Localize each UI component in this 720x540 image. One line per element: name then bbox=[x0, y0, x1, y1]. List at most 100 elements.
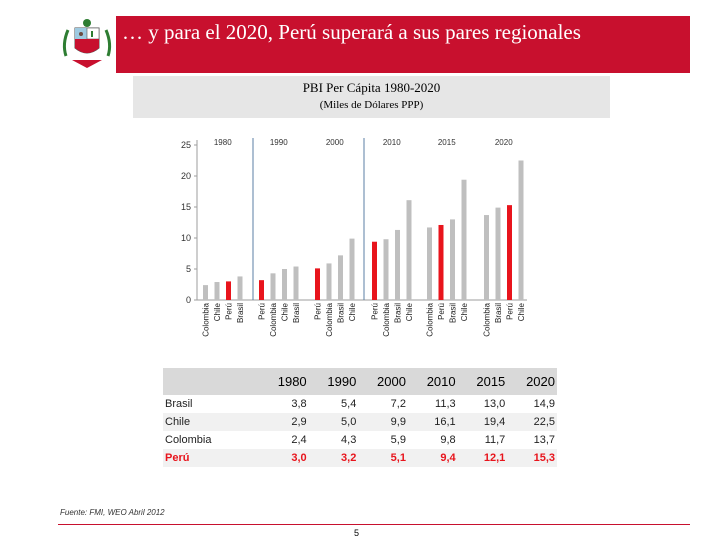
title-banner bbox=[58, 16, 690, 73]
bar-category-label: Brasil bbox=[449, 303, 458, 323]
bar-category-label: Colombia bbox=[483, 302, 492, 336]
bar-category-label: Chile bbox=[348, 302, 357, 321]
table-cell: 11,3 bbox=[407, 395, 458, 413]
table-header-row: 1980 1990 2000 2010 2015 2020 bbox=[163, 368, 557, 395]
table-cell: 11,7 bbox=[457, 431, 508, 449]
table-header-cell: 2000 bbox=[358, 368, 408, 395]
y-tick-label: 0 bbox=[186, 295, 191, 305]
table-cell: Chile bbox=[163, 413, 259, 431]
bar bbox=[461, 179, 467, 300]
bar bbox=[383, 239, 389, 300]
table-cell: Brasil bbox=[163, 395, 259, 413]
table-header-cell: 1980 bbox=[259, 368, 309, 395]
table-cell: 9,8 bbox=[407, 431, 458, 449]
y-tick-label: 25 bbox=[181, 140, 191, 150]
y-tick-label: 20 bbox=[181, 171, 191, 181]
bar-category-label: Brasil bbox=[292, 303, 301, 323]
table-row-peru: Perú 3,0 3,2 5,1 9,4 12,1 15,3 bbox=[163, 449, 557, 467]
slide-title: … y para el 2020, Perú superará a sus pa… bbox=[122, 20, 581, 44]
table-row-colombia: Colombia 2,4 4,3 5,9 9,8 11,7 13,7 bbox=[163, 431, 557, 449]
bar-category-label: Colombia bbox=[382, 302, 391, 336]
table-cell: 5,4 bbox=[308, 395, 359, 413]
bar-category-label: Perú bbox=[225, 303, 234, 320]
bar bbox=[438, 224, 444, 300]
bar-category-label: Chile bbox=[460, 302, 469, 321]
chart-title-band bbox=[133, 76, 610, 118]
table-cell: 5,1 bbox=[358, 449, 408, 467]
table-cell: 13,7 bbox=[507, 431, 557, 449]
table-cell: 4,3 bbox=[308, 431, 359, 449]
bar bbox=[495, 207, 501, 300]
bar bbox=[450, 219, 455, 300]
bar-category-label: Colombia bbox=[325, 302, 334, 336]
bar bbox=[372, 241, 377, 300]
bar-category-label: Colombia bbox=[426, 302, 435, 336]
table-header-cell: 2015 bbox=[457, 368, 508, 395]
gdp-data-table: 1980 1990 2000 2010 2015 2020 Brasil 3,8… bbox=[163, 368, 557, 467]
year-label: 2020 bbox=[495, 138, 513, 147]
table-cell: 5,9 bbox=[358, 431, 408, 449]
bar-category-label: Brasil bbox=[236, 303, 245, 323]
year-label: 2010 bbox=[383, 138, 401, 147]
bar bbox=[507, 205, 512, 300]
table-header-cell: 1990 bbox=[308, 368, 359, 395]
bar-category-label: Perú bbox=[437, 303, 446, 320]
bar bbox=[293, 266, 299, 300]
table-cell: 3,2 bbox=[308, 449, 359, 467]
bar-category-label: Colombia bbox=[202, 302, 211, 336]
bar bbox=[203, 285, 208, 300]
bar bbox=[326, 263, 332, 300]
source-note: Fuente: FMI, WEO Abril 2012 bbox=[60, 508, 165, 517]
bar-category-label: Brasil bbox=[494, 303, 503, 323]
bar bbox=[395, 229, 400, 300]
year-label: 1990 bbox=[270, 138, 288, 147]
bar-category-label: Chile bbox=[281, 302, 290, 321]
bar-category-label: Chile bbox=[517, 302, 526, 321]
year-label: 2015 bbox=[438, 138, 456, 147]
bar bbox=[349, 238, 355, 300]
table-cell: 12,1 bbox=[457, 449, 508, 467]
table-cell: 9,4 bbox=[407, 449, 458, 467]
table-cell: 3,8 bbox=[259, 395, 309, 413]
table-cell: Colombia bbox=[163, 431, 259, 449]
bar bbox=[214, 282, 220, 300]
bar-category-label: Perú bbox=[314, 303, 323, 320]
table-cell: 3,0 bbox=[259, 449, 309, 467]
year-label: 1980 bbox=[214, 138, 232, 147]
bar-category-label: Colombia bbox=[269, 302, 278, 336]
bar bbox=[226, 281, 231, 300]
y-tick-label: 15 bbox=[181, 202, 191, 212]
page-number: 5 bbox=[354, 528, 360, 538]
bar bbox=[259, 280, 264, 300]
table-cell: 2,4 bbox=[259, 431, 309, 449]
bar-category-label: Perú bbox=[371, 303, 380, 320]
year-label: 2000 bbox=[326, 138, 344, 147]
bar-category-label: Chile bbox=[213, 302, 222, 321]
table-header-cell bbox=[163, 368, 259, 395]
y-tick-label: 5 bbox=[186, 264, 191, 274]
bar-category-label: Brasil bbox=[337, 303, 346, 323]
footer-divider bbox=[58, 524, 690, 525]
table-cell: 7,2 bbox=[358, 395, 408, 413]
chart-subtitle: (Miles de Dólares PPP) bbox=[319, 99, 424, 111]
table-cell: 5,0 bbox=[308, 413, 359, 431]
table-cell: 2,9 bbox=[259, 413, 309, 431]
bar bbox=[406, 200, 412, 300]
bar bbox=[270, 273, 276, 300]
bar-category-label: Brasil bbox=[394, 303, 403, 323]
table-cell: 16,1 bbox=[407, 413, 458, 431]
table-cell: 14,9 bbox=[507, 395, 557, 413]
table-cell: 13,0 bbox=[457, 395, 508, 413]
bar bbox=[518, 160, 524, 300]
table-cell: 19,4 bbox=[457, 413, 508, 431]
bar-category-label: Perú bbox=[506, 303, 515, 320]
bar bbox=[237, 276, 243, 300]
bar bbox=[338, 255, 343, 300]
bar bbox=[282, 269, 287, 300]
table-header-cell: 2010 bbox=[407, 368, 458, 395]
bar-category-label: Perú bbox=[258, 303, 267, 320]
y-tick-label: 10 bbox=[181, 233, 191, 243]
table-row-chile: Chile 2,9 5,0 9,9 16,1 19,4 22,5 bbox=[163, 413, 557, 431]
chart-title: PBI Per Cápita 1980-2020 bbox=[302, 80, 441, 95]
